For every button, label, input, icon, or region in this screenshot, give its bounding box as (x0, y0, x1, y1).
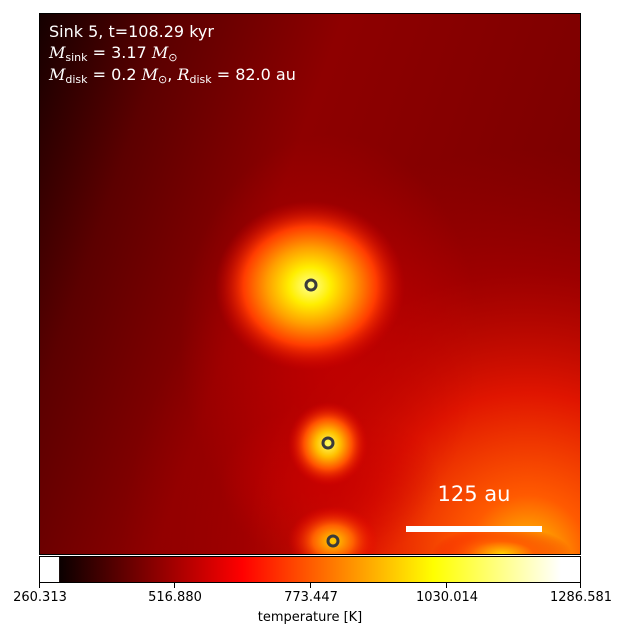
colorbar (39, 556, 581, 583)
colorbar-tick (446, 583, 447, 588)
colorbar-tick-label: 260.313 (13, 590, 67, 605)
colorbar-tick (580, 583, 581, 588)
temperature-map-panel: Sink 5, t=108.29 kyr Msink = 3.17 M⊙ Mdi… (39, 13, 581, 555)
scale-bar-label: 125 au (437, 482, 511, 506)
colorbar-tick (39, 583, 40, 588)
temperature-map (40, 14, 580, 554)
sink-mass-label: Msink = 3.17 M⊙ (49, 43, 178, 64)
colorbar-tick (310, 583, 311, 588)
sink-particle-marker (304, 278, 318, 292)
colorbar-tick-label: 1030.014 (415, 590, 479, 605)
colorbar-tick (174, 583, 175, 588)
scale-bar (406, 526, 542, 532)
colorbar-label: temperature [K] (257, 610, 363, 625)
colorbar-tick-label: 1286.581 (549, 590, 613, 605)
colorbar-tick-label: 773.447 (284, 590, 338, 605)
disk-properties-label: Mdisk = 0.2 M⊙, Rdisk = 82.0 au (49, 65, 296, 86)
sink-particle-marker (326, 534, 340, 548)
colorbar-tick-label: 516.880 (148, 590, 202, 605)
panel-title: Sink 5, t=108.29 kyr (49, 22, 214, 41)
sink-particle-marker (321, 436, 335, 450)
